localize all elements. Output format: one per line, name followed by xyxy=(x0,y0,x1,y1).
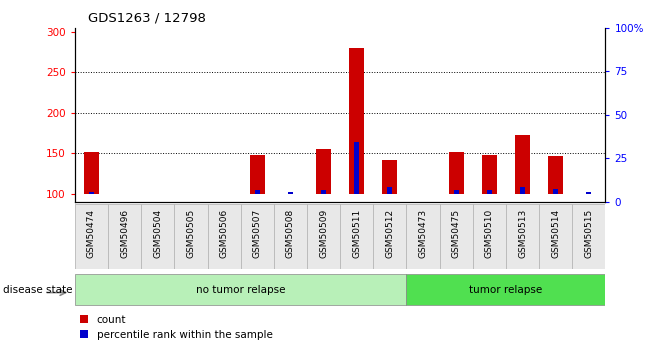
Text: tumor relapse: tumor relapse xyxy=(469,285,542,295)
Text: GSM50475: GSM50475 xyxy=(452,209,461,258)
Bar xyxy=(316,149,331,194)
Bar xyxy=(75,204,108,269)
Bar xyxy=(250,155,265,194)
Bar xyxy=(89,192,94,194)
Bar xyxy=(307,204,340,269)
Text: disease state: disease state xyxy=(3,285,73,295)
Bar xyxy=(473,204,506,269)
Text: GSM50496: GSM50496 xyxy=(120,209,129,258)
Text: GSM50474: GSM50474 xyxy=(87,209,96,258)
Bar xyxy=(587,192,591,194)
Bar xyxy=(350,48,364,194)
Bar xyxy=(482,155,497,194)
Text: GSM50513: GSM50513 xyxy=(518,209,527,258)
Bar xyxy=(340,204,373,269)
Bar xyxy=(174,204,208,269)
Bar xyxy=(141,204,174,269)
Text: GSM50510: GSM50510 xyxy=(485,209,494,258)
Bar xyxy=(321,190,326,194)
Bar xyxy=(454,190,459,194)
Bar xyxy=(255,190,260,194)
Text: GSM50504: GSM50504 xyxy=(153,209,162,258)
Bar xyxy=(373,204,406,269)
Bar xyxy=(515,135,530,194)
Bar xyxy=(553,189,558,194)
Bar xyxy=(387,187,393,194)
Bar xyxy=(548,156,563,194)
Bar xyxy=(487,190,492,194)
Text: GDS1263 / 12798: GDS1263 / 12798 xyxy=(88,11,206,24)
Text: GSM50473: GSM50473 xyxy=(419,209,428,258)
Text: GSM50506: GSM50506 xyxy=(219,209,229,258)
Text: GSM50511: GSM50511 xyxy=(352,209,361,258)
Bar xyxy=(539,204,572,269)
Bar xyxy=(84,151,99,194)
Bar xyxy=(449,151,464,194)
Bar xyxy=(288,192,293,194)
Text: GSM50507: GSM50507 xyxy=(253,209,262,258)
Bar xyxy=(354,142,359,194)
Bar xyxy=(439,204,473,269)
Text: GSM50508: GSM50508 xyxy=(286,209,295,258)
Bar xyxy=(406,204,439,269)
Text: GSM50514: GSM50514 xyxy=(551,209,561,258)
Bar xyxy=(75,274,406,305)
Bar xyxy=(572,204,605,269)
Legend: count, percentile rank within the sample: count, percentile rank within the sample xyxy=(80,315,273,340)
Bar xyxy=(208,204,241,269)
Bar xyxy=(406,274,605,305)
Text: GSM50509: GSM50509 xyxy=(319,209,328,258)
Bar xyxy=(520,187,525,194)
Text: GSM50505: GSM50505 xyxy=(186,209,195,258)
Text: no tumor relapse: no tumor relapse xyxy=(196,285,285,295)
Bar xyxy=(274,204,307,269)
Bar xyxy=(382,160,397,194)
Bar xyxy=(506,204,539,269)
Text: GSM50512: GSM50512 xyxy=(385,209,395,258)
Bar xyxy=(108,204,141,269)
Text: GSM50515: GSM50515 xyxy=(585,209,593,258)
Bar xyxy=(241,204,274,269)
